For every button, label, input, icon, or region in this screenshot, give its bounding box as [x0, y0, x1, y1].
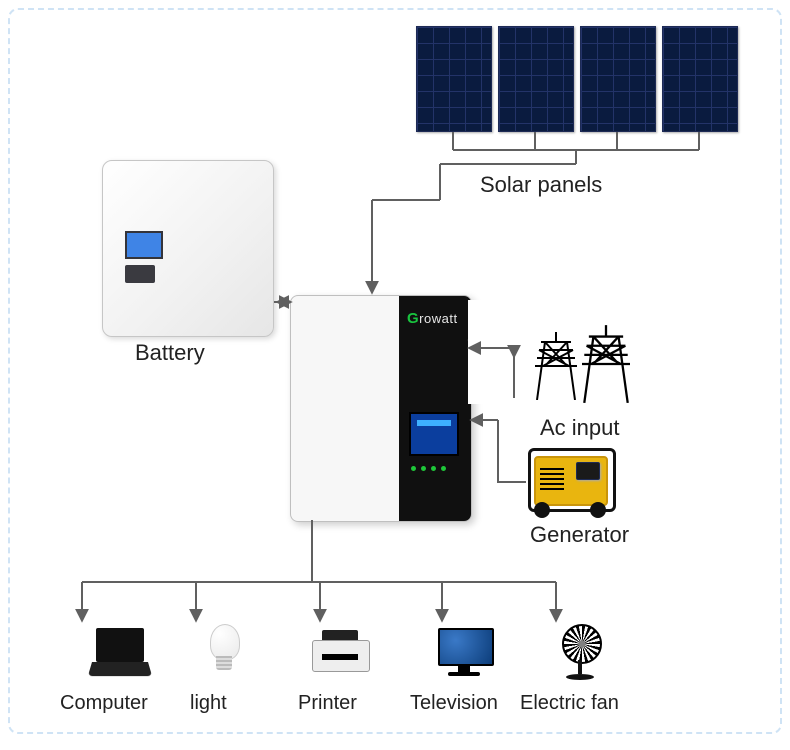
- electric-fan-icon: [552, 624, 608, 680]
- light-bulb-icon: [196, 622, 252, 678]
- generator-panel-icon: [576, 462, 600, 480]
- solar-panel-icon: [662, 26, 738, 132]
- solar-panel-icon: [580, 26, 656, 132]
- power-tower-icon: [582, 325, 630, 403]
- computer-icon: [92, 626, 148, 682]
- inverter-display-icon: [409, 412, 459, 456]
- inverter-icon: Growatt: [290, 295, 472, 522]
- fan-label: Electric fan: [520, 692, 619, 715]
- ac-input-label: Ac input: [540, 415, 620, 441]
- printer-label: Printer: [298, 692, 357, 715]
- light-label: light: [190, 692, 227, 715]
- led-icon: [441, 466, 446, 471]
- brand-accent: G: [407, 310, 419, 327]
- led-icon: [431, 466, 436, 471]
- inverter-brand: Growatt: [407, 310, 458, 327]
- wheel-icon: [534, 502, 550, 518]
- solar-panel-icon: [498, 26, 574, 132]
- generator-icon: [528, 448, 618, 518]
- solar-panel-icon: [416, 26, 492, 132]
- solar-panels-label: Solar panels: [480, 172, 602, 198]
- computer-label: Computer: [60, 692, 148, 715]
- wheel-icon: [590, 502, 606, 518]
- battery-icon: [102, 160, 274, 337]
- brand-rest: rowatt: [419, 311, 457, 326]
- generator-label: Generator: [530, 522, 629, 548]
- generator-grill-icon: [540, 468, 564, 490]
- battery-screen-icon: [125, 231, 163, 259]
- power-tower-icon: [535, 332, 577, 400]
- television-label: Television: [410, 692, 498, 715]
- printer-icon: [312, 626, 368, 682]
- battery-controls-icon: [125, 265, 155, 283]
- led-icon: [421, 466, 426, 471]
- battery-label: Battery: [135, 340, 205, 366]
- led-icon: [411, 466, 416, 471]
- television-icon: [436, 626, 492, 682]
